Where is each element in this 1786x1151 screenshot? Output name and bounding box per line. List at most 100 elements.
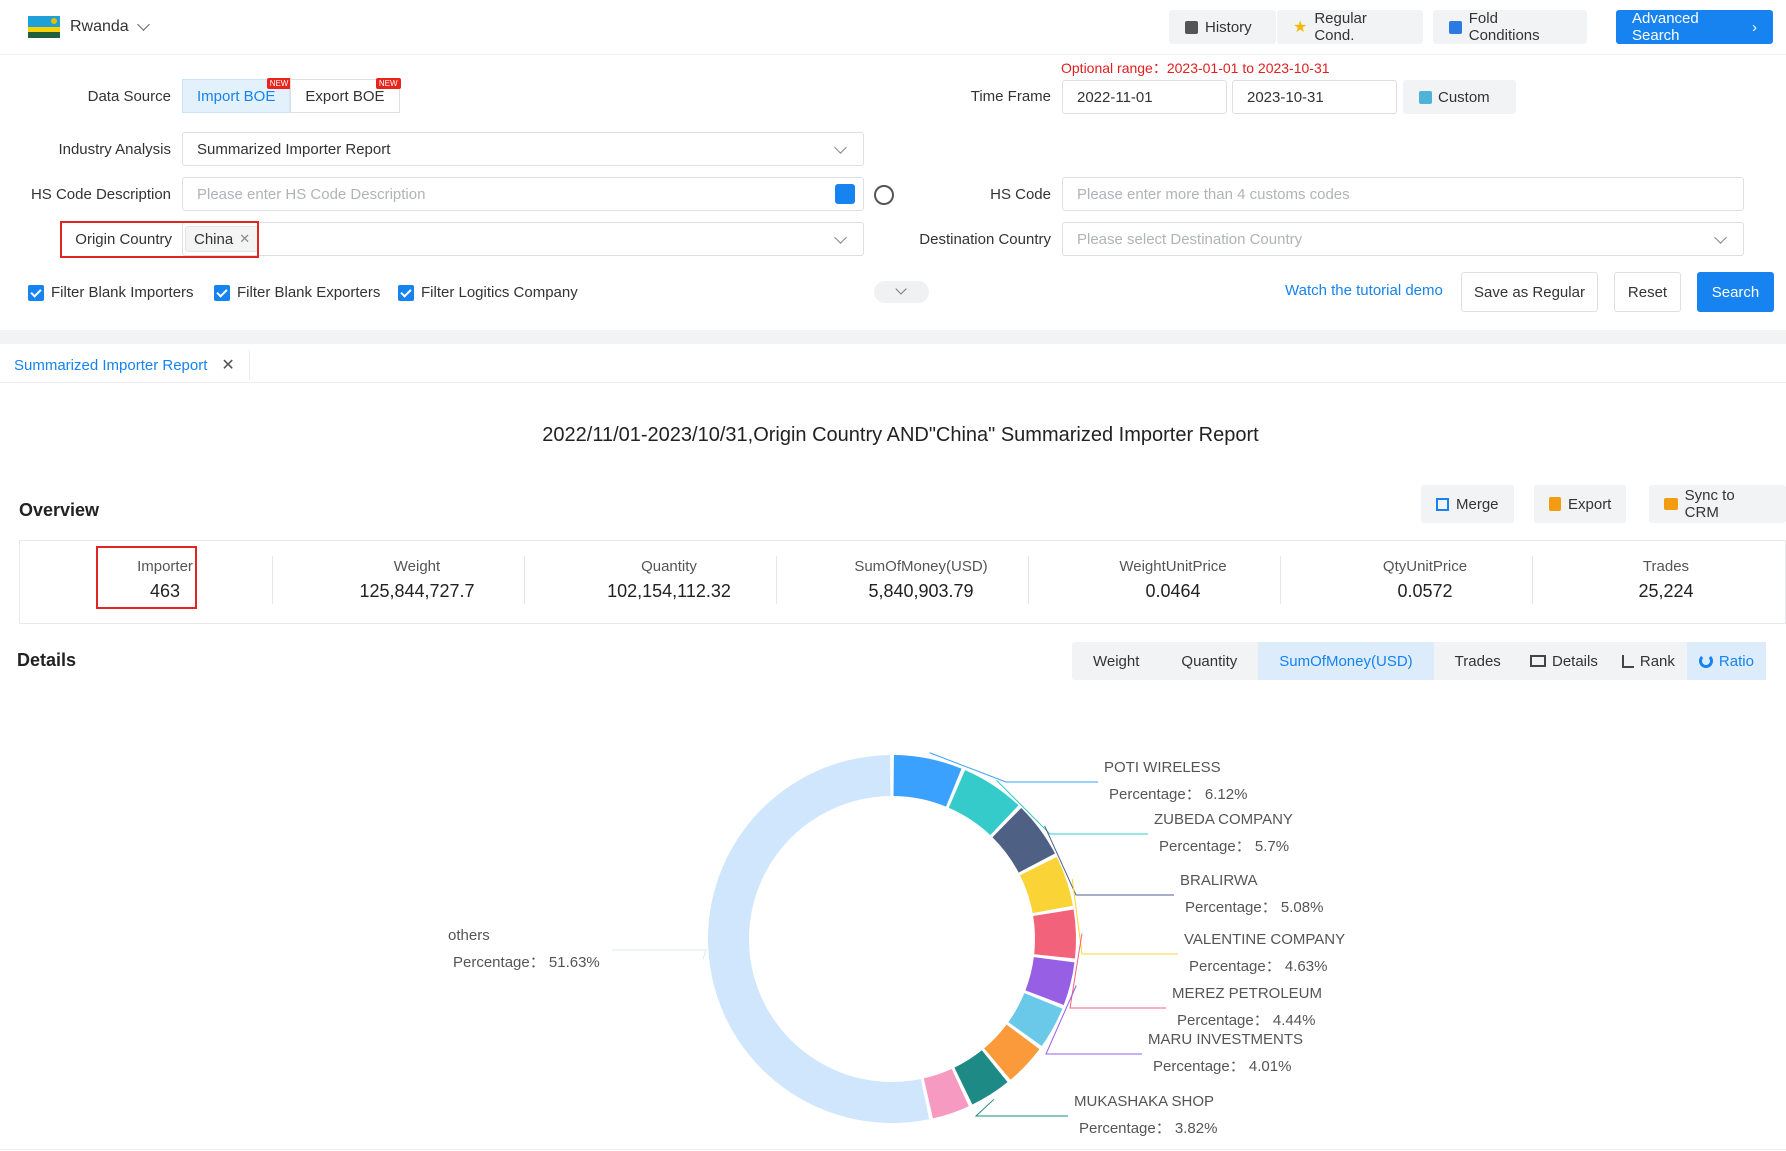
stat-importer: Importer 463: [137, 558, 193, 601]
donut-slice[interactable]: [984, 1024, 1040, 1080]
filter-blank-importers-checkbox[interactable]: Filter Blank Importers: [28, 284, 194, 301]
chevron-down-icon: [895, 283, 907, 295]
metric-trades-tab[interactable]: Trades: [1454, 652, 1501, 670]
origin-country-select[interactable]: China ✕: [182, 222, 864, 256]
report-title: 2022/11/01-2023/10/31,Origin Country AND…: [542, 424, 1259, 446]
tab-summarized-importer-report[interactable]: Summarized Importer Report ✕: [0, 350, 250, 380]
filter-list-icon[interactable]: [874, 185, 894, 205]
time-frame-label: Time Frame: [970, 88, 1051, 105]
label-leader-line: [974, 1099, 1068, 1117]
industry-analysis-label: Industry Analysis: [58, 141, 171, 158]
export-boe-tab[interactable]: Export BOE NEW: [290, 78, 401, 113]
data-source-toggle: Import BOE NEW Export BOE NEW: [182, 78, 401, 113]
highlight-box: [60, 221, 259, 258]
merge-button[interactable]: Merge: [1421, 485, 1514, 523]
checkbox-icon: [28, 284, 44, 301]
close-icon[interactable]: ✕: [221, 357, 235, 374]
view-ratio-tab[interactable]: Ratio: [1686, 642, 1766, 680]
origin-country-label: Origin Country: [75, 231, 172, 248]
view-rank-tab[interactable]: Rank: [1610, 642, 1687, 680]
donut-slice[interactable]: [708, 755, 930, 1123]
translate-icon[interactable]: [835, 184, 855, 204]
hs-code-label: HS Code: [990, 186, 1051, 203]
details-heading: Details: [17, 650, 77, 670]
stat-weight: Weight 125,844,727.7: [359, 558, 475, 601]
stat-quantity: Quantity 102,154,112.32: [607, 558, 731, 601]
expand-toggle[interactable]: [874, 281, 929, 303]
star-icon: ★: [1293, 19, 1308, 36]
data-source-label: Data Source: [87, 88, 171, 105]
donut-slice[interactable]: [1033, 909, 1076, 959]
chevron-down-icon: [834, 231, 847, 244]
checkbox-icon: [214, 284, 230, 301]
metric-quantity-tab[interactable]: Quantity: [1181, 652, 1238, 670]
filter-blank-exporters-checkbox[interactable]: Filter Blank Exporters: [214, 284, 380, 301]
metric-weight-tab[interactable]: Weight: [1093, 652, 1140, 670]
donut-slice[interactable]: [992, 808, 1055, 873]
view-details-tab[interactable]: Details: [1518, 642, 1610, 680]
close-icon[interactable]: ✕: [239, 231, 251, 246]
history-button[interactable]: History: [1169, 10, 1276, 44]
label-leader-line: [996, 780, 1148, 835]
country-name: Rwanda: [70, 18, 129, 35]
checkbox-icon: [398, 284, 414, 301]
chevron-down-icon: [834, 141, 847, 154]
slice-name-label: VALENTINE COMPANY: [1184, 931, 1345, 948]
overview-stats: Importer 463 Weight 125,844,727.7 Quanti…: [19, 540, 1786, 624]
chevron-down-icon: [1714, 231, 1727, 244]
stat-divider: [1028, 556, 1029, 604]
stat-divider: [1280, 556, 1281, 604]
donut-slice[interactable]: [954, 1050, 1008, 1105]
fold-conditions-button[interactable]: Fold Conditions: [1433, 10, 1587, 44]
donut-slice[interactable]: [1020, 856, 1073, 914]
slice-percent-label: Percentage： 51.63%: [453, 954, 600, 971]
import-boe-tab[interactable]: Import BOE NEW: [182, 78, 292, 113]
stat-trades: Trades 25,224: [1638, 558, 1694, 601]
slice-percent-label: Percentage： 4.44%: [1177, 1012, 1315, 1029]
slice-name-label: MUKASHAKA SHOP: [1074, 1093, 1214, 1110]
custom-button[interactable]: Custom: [1403, 80, 1516, 114]
label-leader-line: [1045, 985, 1142, 1055]
sync-crm-button[interactable]: Sync to CRM: [1649, 485, 1786, 523]
search-button[interactable]: Search: [1697, 272, 1774, 312]
donut-slice[interactable]: [948, 770, 1019, 836]
date-from-input[interactable]: 2022-11-01: [1062, 80, 1227, 114]
label-leader-line: [1071, 878, 1178, 955]
stat-divider: [524, 556, 525, 604]
industry-analysis-select[interactable]: Summarized Importer Report: [182, 132, 864, 166]
slice-name-label: others: [448, 927, 490, 944]
section-divider: [0, 330, 1786, 344]
slice-percent-label: Percentage： 6.12%: [1109, 786, 1247, 803]
stat-divider: [1532, 556, 1533, 604]
metric-sum-of-money-tab[interactable]: SumOfMoney(USD): [1258, 642, 1434, 680]
reset-button[interactable]: Reset: [1614, 272, 1681, 312]
stat-weight-unit-price: WeightUnitPrice 0.0464: [1119, 558, 1227, 601]
calendar-icon: [1419, 90, 1432, 104]
pie-chart-icon: [1698, 654, 1713, 668]
country-selector[interactable]: Rwanda: [28, 16, 150, 38]
date-to-input[interactable]: 2023-10-31: [1232, 80, 1397, 114]
donut-slice[interactable]: [893, 755, 962, 807]
advanced-search-button[interactable]: Advanced Search ›: [1616, 10, 1773, 44]
ratio-donut-chart: POTI WIRELESS Percentage： 6.12% ZUBEDA COM…: [448, 752, 1345, 1137]
top-bar: Rwanda History ★ Regular Cond. Fold Cond…: [0, 0, 1786, 55]
donut-slice[interactable]: [923, 1068, 969, 1119]
tutorial-link[interactable]: Watch the tutorial demo: [1285, 282, 1443, 299]
export-button[interactable]: Export: [1534, 485, 1627, 523]
regular-cond-button[interactable]: ★ Regular Cond.: [1277, 10, 1423, 44]
optional-range-note: Optional range：2023-01-01 to 2023-10-31: [1061, 60, 1330, 76]
overview-heading: Overview: [19, 500, 100, 520]
filter-logistics-checkbox[interactable]: Filter Logitics Company: [398, 284, 578, 301]
save-regular-button[interactable]: Save as Regular: [1461, 272, 1598, 312]
merge-icon: [1436, 497, 1449, 511]
donut-slice[interactable]: [1025, 957, 1075, 1006]
destination-country-select[interactable]: Please select Destination Country: [1062, 222, 1744, 256]
slice-percent-label: Percentage： 5.7%: [1159, 838, 1289, 855]
hs-code-input[interactable]: Please enter more than 4 customs codes: [1062, 177, 1744, 211]
bottom-divider: [0, 1149, 1786, 1150]
hs-desc-input[interactable]: Please enter HS Code Description: [182, 177, 864, 211]
donut-slice[interactable]: [1008, 993, 1063, 1046]
view-toggle: Details Rank Ratio: [1518, 642, 1766, 680]
metric-toggle: Weight Quantity SumOfMoney(USD) Trades: [1072, 642, 1522, 680]
chevron-right-icon: ›: [1752, 18, 1757, 36]
